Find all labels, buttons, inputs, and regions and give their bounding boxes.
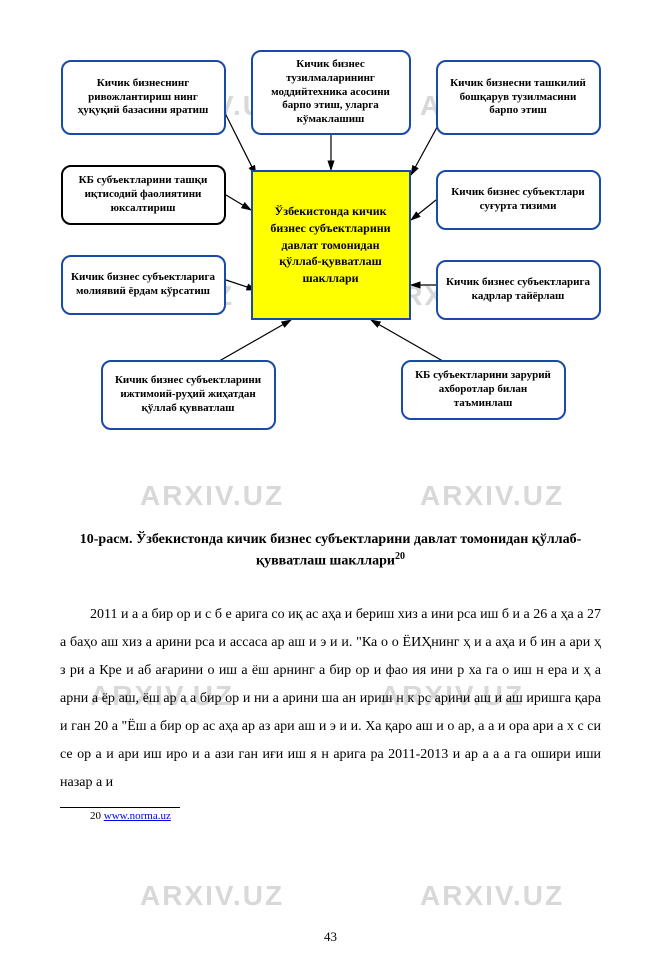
node-n4: КБ субъектларини ташқи иқтисодий фаолият…	[61, 165, 226, 225]
watermark: ARXIV.UZ	[420, 880, 564, 912]
center-node: Ўзбекистонда кичик бизнес субъектларини …	[251, 170, 411, 320]
node-n8: Кичик бизнес субъектларини ижтимоий-руҳи…	[101, 360, 276, 430]
footnote-separator	[60, 807, 180, 808]
node-n9: КБ субъектларини зарурий ахборотлар била…	[401, 360, 566, 420]
node-n5: Кичик бизнес субъектлари суғурта тизими	[436, 170, 601, 230]
figure-caption: 10-расм. Ўзбекистонда кичик бизнес субъе…	[60, 530, 601, 571]
center-node-label: Ўзбекистонда кичик бизнес субъектларини …	[263, 203, 399, 287]
footnote-num: 20	[90, 810, 101, 822]
node-n6: Кичик бизнес субъектларига молиявий ёрда…	[61, 255, 226, 315]
node-n2: Кичик бизнес тузилмаларининг моддийтехни…	[251, 50, 411, 135]
page-number: 43	[0, 929, 661, 945]
caption-text: 10-расм. Ўзбекистонда кичик бизнес субъе…	[80, 532, 581, 568]
caption-sup: 20	[395, 551, 405, 562]
footnote-link[interactable]: www.norma.uz	[104, 810, 171, 822]
body-paragraph: 2011 и а а бир ор и с б е арига со иқ ас…	[60, 601, 601, 797]
watermark: ARXIV.UZ	[140, 880, 284, 912]
node-n7: Кичик бизнес субъектларига кадрлар тайёр…	[436, 260, 601, 320]
node-n1: Кичик бизнеснинг ривожлантириш нинг ҳуқу…	[61, 60, 226, 135]
node-n3: Кичик бизнесни ташкилий бошқарув тузилма…	[436, 60, 601, 135]
diagram-container: Ўзбекистонда кичик бизнес субъектларини …	[41, 40, 621, 500]
footnote: 20 www.norma.uz	[90, 810, 601, 822]
